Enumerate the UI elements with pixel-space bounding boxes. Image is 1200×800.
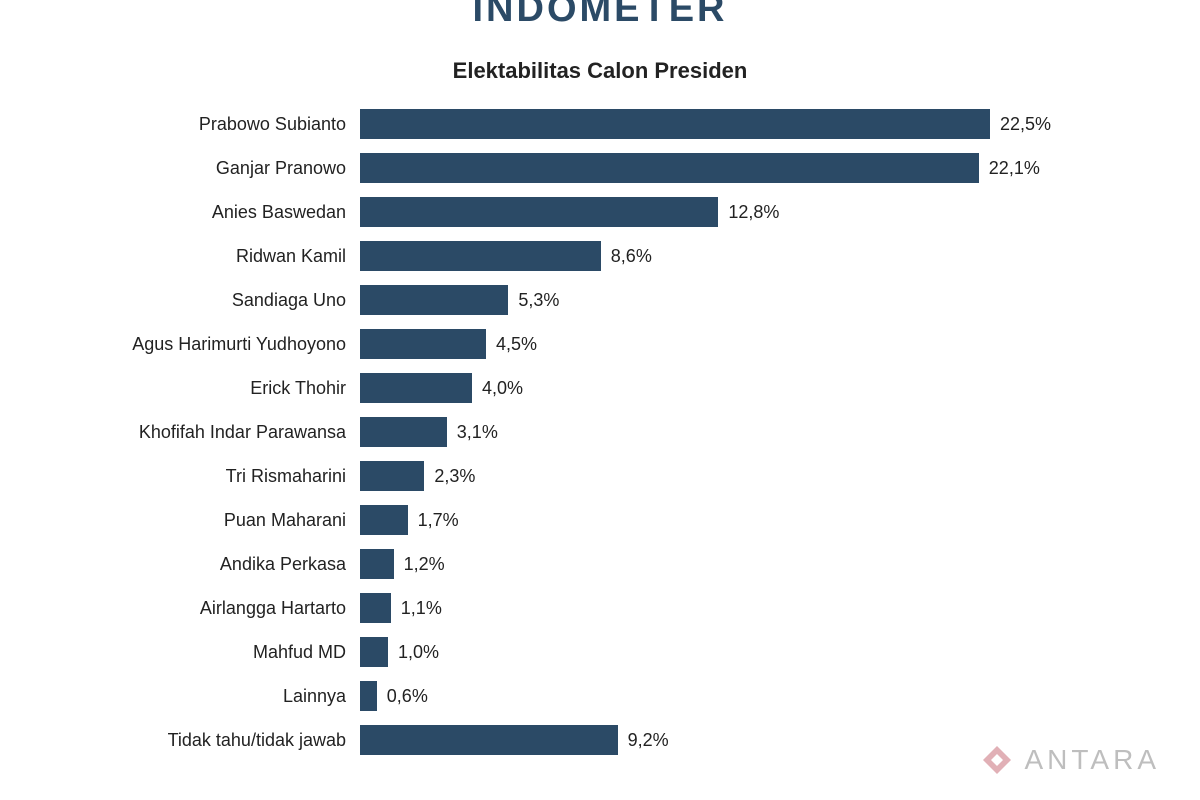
row-value: 5,3% — [518, 290, 559, 311]
row-label: Anies Baswedan — [80, 202, 360, 223]
bar — [360, 461, 424, 491]
chart-row: Anies Baswedan 12,8% — [80, 193, 1080, 231]
chart-row: Erick Thohir 4,0% — [80, 369, 1080, 407]
bar-wrap: 12,8% — [360, 197, 1080, 227]
row-value: 12,8% — [728, 202, 779, 223]
watermark: ANTARA — [977, 740, 1161, 780]
bar-wrap: 1,0% — [360, 637, 1080, 667]
row-value: 3,1% — [457, 422, 498, 443]
brand-text: INDOMETER — [473, 0, 728, 30]
bar — [360, 373, 472, 403]
bar — [360, 637, 388, 667]
bar-wrap: 4,5% — [360, 329, 1080, 359]
row-value: 8,6% — [611, 246, 652, 267]
bar — [360, 153, 979, 183]
chart-row: Agus Harimurti Yudhoyono 4,5% — [80, 325, 1080, 363]
bar — [360, 197, 718, 227]
row-label: Andika Perkasa — [80, 554, 360, 575]
row-label: Prabowo Subianto — [80, 114, 360, 135]
row-value: 0,6% — [387, 686, 428, 707]
bar — [360, 285, 508, 315]
row-value: 2,3% — [434, 466, 475, 487]
watermark-text: ANTARA — [1025, 744, 1161, 776]
bar — [360, 417, 447, 447]
row-value: 1,2% — [404, 554, 445, 575]
chart-row: Puan Maharani 1,7% — [80, 501, 1080, 539]
bar-wrap: 22,5% — [360, 109, 1080, 139]
chart-row: Sandiaga Uno 5,3% — [80, 281, 1080, 319]
bar-wrap: 9,2% — [360, 725, 1080, 755]
row-label: Ganjar Pranowo — [80, 158, 360, 179]
bar — [360, 505, 408, 535]
row-label: Sandiaga Uno — [80, 290, 360, 311]
chart-title: Elektabilitas Calon Presiden — [0, 58, 1200, 84]
row-label: Agus Harimurti Yudhoyono — [80, 334, 360, 355]
chart-row: Ganjar Pranowo 22,1% — [80, 149, 1080, 187]
row-label: Mahfud MD — [80, 642, 360, 663]
bar-wrap: 3,1% — [360, 417, 1080, 447]
chart-row: Mahfud MD 1,0% — [80, 633, 1080, 671]
chart-row: Airlangga Hartarto 1,1% — [80, 589, 1080, 627]
row-label: Tri Rismaharini — [80, 466, 360, 487]
chart-row: Tidak tahu/tidak jawab 9,2% — [80, 721, 1080, 759]
bar — [360, 549, 394, 579]
row-label: Lainnya — [80, 686, 360, 707]
brand-logo: INDOMETER — [473, 0, 728, 31]
row-value: 1,0% — [398, 642, 439, 663]
bar — [360, 681, 377, 711]
bar-wrap: 4,0% — [360, 373, 1080, 403]
chart-row: Andika Perkasa 1,2% — [80, 545, 1080, 583]
chart-row: Tri Rismaharini 2,3% — [80, 457, 1080, 495]
bar-wrap: 2,3% — [360, 461, 1080, 491]
row-value: 9,2% — [628, 730, 669, 751]
bar-wrap: 1,2% — [360, 549, 1080, 579]
chart-row: Prabowo Subianto 22,5% — [80, 105, 1080, 143]
bar-wrap: 8,6% — [360, 241, 1080, 271]
row-label: Ridwan Kamil — [80, 246, 360, 267]
row-label: Erick Thohir — [80, 378, 360, 399]
chart-row: Khofifah Indar Parawansa 3,1% — [80, 413, 1080, 451]
bar — [360, 109, 990, 139]
row-value: 1,1% — [401, 598, 442, 619]
chart-row: Ridwan Kamil 8,6% — [80, 237, 1080, 275]
row-label: Tidak tahu/tidak jawab — [80, 730, 360, 751]
bar-chart: Prabowo Subianto 22,5% Ganjar Pranowo 22,1%… — [80, 105, 1080, 765]
bar-wrap: 1,1% — [360, 593, 1080, 623]
bar-wrap: 0,6% — [360, 681, 1080, 711]
row-label: Puan Maharani — [80, 510, 360, 531]
bar — [360, 241, 601, 271]
row-value: 22,5% — [1000, 114, 1051, 135]
row-value: 22,1% — [989, 158, 1040, 179]
bar — [360, 725, 618, 755]
row-value: 4,5% — [496, 334, 537, 355]
bar — [360, 329, 486, 359]
bar-wrap: 22,1% — [360, 153, 1080, 183]
chart-row: Lainnya 0,6% — [80, 677, 1080, 715]
row-label: Khofifah Indar Parawansa — [80, 422, 360, 443]
antara-logo-icon — [977, 740, 1017, 780]
chart-card: INDOMETER Elektabilitas Calon Presiden P… — [0, 0, 1200, 800]
bar-wrap: 5,3% — [360, 285, 1080, 315]
row-value: 1,7% — [418, 510, 459, 531]
row-label: Airlangga Hartarto — [80, 598, 360, 619]
bar-wrap: 1,7% — [360, 505, 1080, 535]
row-value: 4,0% — [482, 378, 523, 399]
bar — [360, 593, 391, 623]
